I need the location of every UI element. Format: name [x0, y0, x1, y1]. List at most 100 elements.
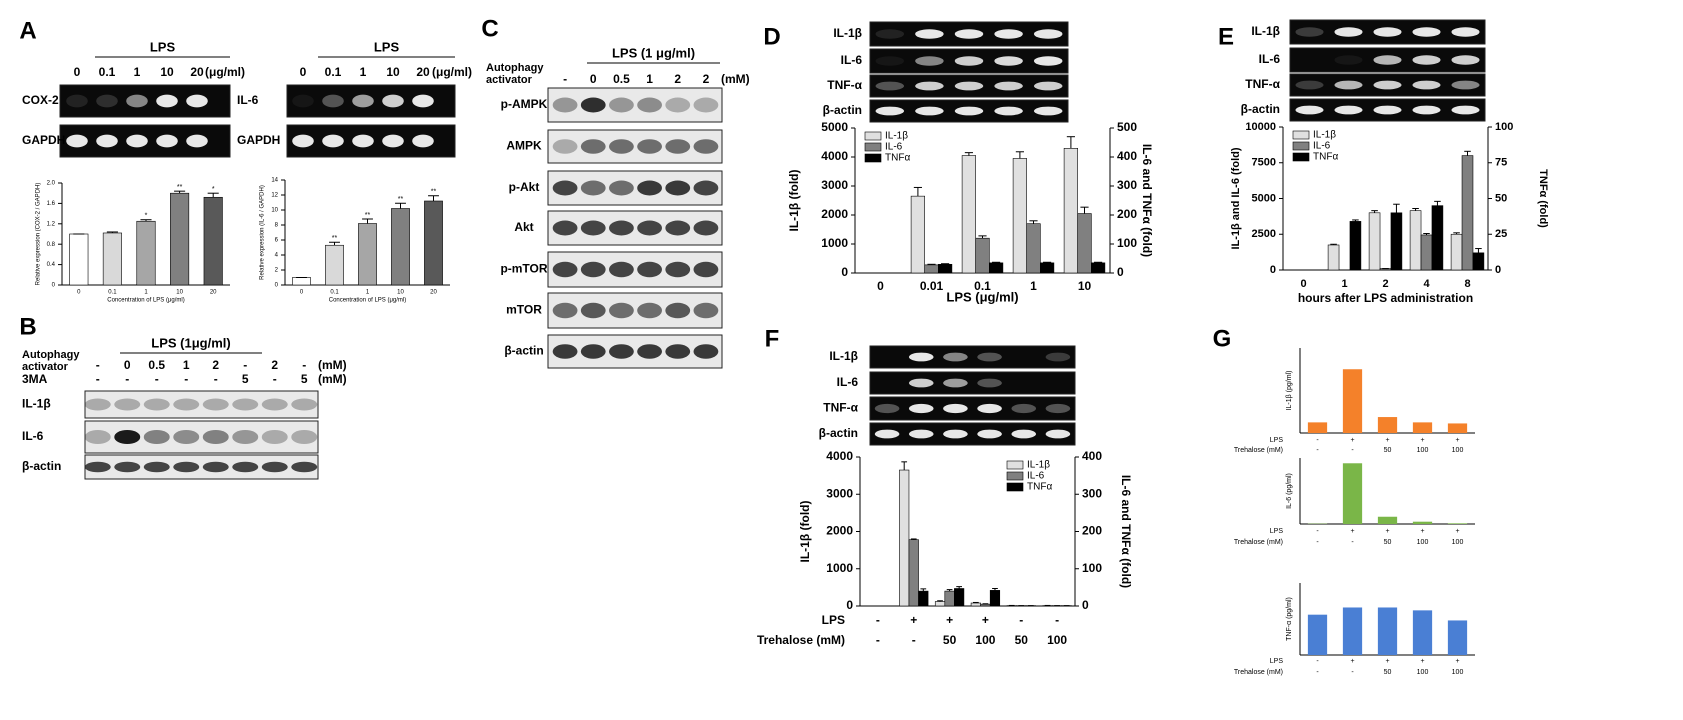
- tick-label: 4000: [821, 149, 848, 163]
- band: [173, 461, 200, 473]
- lane-label: 2: [703, 72, 710, 86]
- band: [580, 344, 606, 359]
- row-label: IL-1β: [22, 397, 51, 411]
- lane-label: 2: [674, 72, 681, 86]
- band: [875, 353, 900, 362]
- band: [943, 429, 968, 439]
- x-tick-label: 0.1: [330, 290, 339, 296]
- x-row-value: 100: [1417, 447, 1429, 454]
- legend-label: IL-6: [885, 142, 903, 153]
- x-tick-label: 0: [1300, 278, 1306, 290]
- band: [908, 429, 934, 439]
- x-row-value: 100: [1047, 633, 1067, 647]
- bar: [899, 469, 910, 607]
- band: [954, 81, 984, 91]
- y-axis-label: IL-1β and IL-6 (fold): [1230, 147, 1242, 249]
- x-tick-label: 10: [1078, 279, 1092, 293]
- lane-label: 0.5: [148, 358, 165, 372]
- bar: [1012, 158, 1027, 274]
- band: [1412, 105, 1441, 115]
- bar: [1412, 422, 1433, 433]
- lane-label: -: [155, 372, 159, 386]
- x-row-value: -: [912, 633, 916, 647]
- x-tick-label: 0: [77, 290, 81, 296]
- tick-label: 2500: [1252, 228, 1276, 240]
- tick-label: 0: [52, 283, 56, 289]
- band: [693, 97, 719, 113]
- tick-label: 100: [1495, 121, 1513, 133]
- gel-strip: [869, 422, 1076, 446]
- x-row-label: Trehalose (mM): [757, 633, 845, 647]
- bar: [102, 232, 122, 286]
- x-row-value: -: [1316, 669, 1319, 676]
- bar: [1447, 523, 1468, 524]
- band: [552, 302, 578, 319]
- tick-label: 25: [1495, 228, 1507, 240]
- y-axis-label: TNF-α (pg/ml): [1286, 597, 1293, 641]
- lane-label: 2: [271, 358, 278, 372]
- band: [693, 139, 719, 154]
- x-row-value: 100: [1417, 669, 1429, 676]
- band: [84, 398, 111, 411]
- bar: [1450, 233, 1463, 271]
- panel-letter: D: [763, 23, 780, 50]
- tick-label: 5000: [1252, 192, 1276, 204]
- x-row-value: 100: [1417, 539, 1429, 546]
- band: [665, 97, 691, 113]
- band: [954, 56, 984, 66]
- x-row-label: LPS: [1270, 528, 1284, 535]
- x-axis-label: hours after LPS administration: [1298, 291, 1473, 305]
- legend-swatch: [1006, 482, 1024, 492]
- y-axis-label: IL-1β (pg/ml): [1286, 371, 1293, 411]
- legend-swatch: [1292, 152, 1310, 162]
- x-row-value: -: [1351, 447, 1354, 454]
- band: [943, 378, 968, 388]
- bar: [69, 233, 89, 286]
- row-label: COX-2: [22, 93, 59, 107]
- band: [874, 429, 900, 439]
- band: [114, 429, 141, 445]
- band: [580, 97, 606, 113]
- x-row-value: 50: [943, 633, 957, 647]
- lane-label: -: [563, 72, 567, 86]
- x-row-label: LPS: [1270, 658, 1284, 665]
- band: [84, 429, 111, 445]
- band: [637, 97, 662, 113]
- band: [156, 94, 178, 108]
- x-row-value: +: [1350, 437, 1354, 444]
- band: [352, 94, 374, 108]
- gel-strip: [84, 390, 319, 419]
- band: [143, 461, 170, 473]
- band: [874, 403, 900, 414]
- band: [156, 134, 178, 148]
- wrapped-label: Autophagy activator: [486, 62, 543, 86]
- x-tick-label: 0: [877, 279, 884, 293]
- unit-label: (μg/ml): [205, 65, 245, 79]
- x-row-value: -: [876, 633, 880, 647]
- y-axis-label: IL-1β (fold): [798, 501, 812, 563]
- lane-label: 0.5: [613, 72, 630, 86]
- lane-label: -: [214, 372, 218, 386]
- band: [875, 379, 900, 388]
- x-row-value: 50: [1015, 633, 1029, 647]
- annotation: **: [177, 184, 183, 191]
- bar: [1342, 369, 1363, 433]
- bar: [1349, 221, 1362, 271]
- legend-swatch: [1006, 460, 1024, 470]
- band: [693, 180, 719, 196]
- x-tick-label: 20: [430, 290, 437, 296]
- x-row-value: 50: [1384, 447, 1392, 454]
- lane-label: -: [96, 358, 100, 372]
- bar: [136, 220, 156, 286]
- bar: [989, 590, 1001, 607]
- legend-label: IL-6: [1313, 141, 1331, 152]
- band: [1033, 29, 1063, 39]
- bar: [910, 195, 925, 274]
- band: [977, 429, 1002, 439]
- x-row-value: -: [1316, 447, 1319, 454]
- band: [637, 139, 662, 154]
- x-axis-label: LPS (μg/ml): [946, 289, 1018, 304]
- band: [665, 344, 691, 359]
- legend-swatch: [1006, 471, 1024, 481]
